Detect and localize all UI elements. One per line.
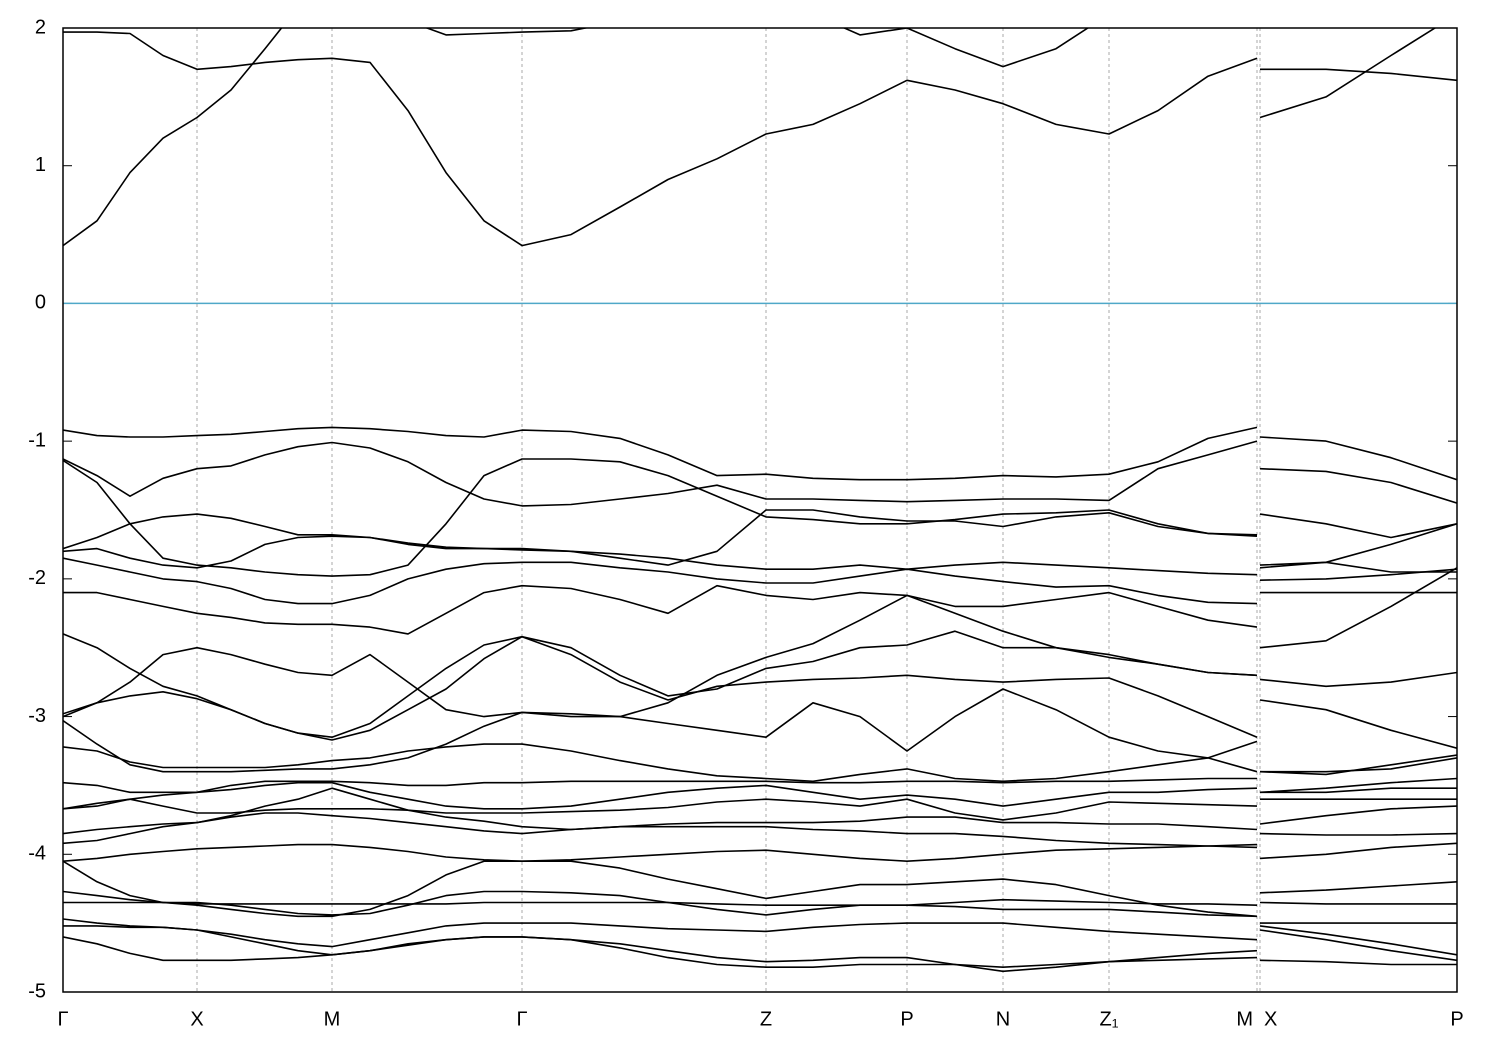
x-tick-label: Γ <box>516 1008 527 1030</box>
band <box>63 936 1457 968</box>
bands <box>63 28 1457 973</box>
x-tick-label: N <box>996 1008 1010 1030</box>
band <box>63 28 1437 247</box>
band <box>63 440 1457 507</box>
band <box>63 594 1457 718</box>
x-tick-label: M <box>1236 1008 1253 1030</box>
band <box>63 901 1457 924</box>
y-tick-label: 1 <box>35 154 46 176</box>
band <box>63 918 1457 956</box>
y-tick-label: -5 <box>28 980 46 1002</box>
x-tick-label: M <box>324 1008 341 1030</box>
x-tick-label: Z <box>760 1008 772 1030</box>
band <box>63 777 1457 794</box>
x-tick-label: P <box>900 1008 913 1030</box>
band <box>63 426 1457 481</box>
y-tick-label: 0 <box>35 292 46 314</box>
y-tick-label: -4 <box>28 843 46 865</box>
band <box>63 798 1457 821</box>
x-tick-label: X <box>190 1008 203 1030</box>
band <box>63 458 1457 577</box>
band <box>63 557 1457 605</box>
band <box>63 509 1457 573</box>
y-tick-label: -2 <box>28 567 46 589</box>
band <box>63 740 1457 783</box>
band <box>63 567 1457 738</box>
band <box>63 787 1457 849</box>
x-tick-label: Z₁ <box>1100 1008 1119 1030</box>
band <box>63 925 1457 973</box>
y-tick-label: -1 <box>28 429 46 451</box>
band <box>63 688 1457 776</box>
band <box>63 584 1457 635</box>
plot-frame <box>62 27 1458 993</box>
x-tick-label: X <box>1264 1008 1277 1030</box>
band <box>63 860 1457 918</box>
x-tick-label: P <box>1450 1008 1463 1030</box>
y-tick-label: -3 <box>28 705 46 727</box>
band <box>63 635 1457 749</box>
band <box>63 28 1457 247</box>
band <box>63 513 1457 576</box>
band <box>63 781 1457 810</box>
y-tick-label: 2 <box>35 16 46 38</box>
x-tick-label: Γ <box>57 1008 68 1030</box>
band <box>63 842 1457 862</box>
